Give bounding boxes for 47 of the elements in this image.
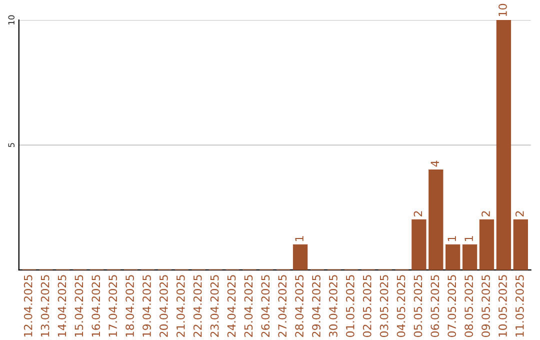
- data-label: 1: [464, 236, 473, 241]
- data-label: 4: [430, 160, 439, 167]
- x-tick-label: 10.05.2025: [498, 275, 507, 337]
- x-tick-label: 04.05.2025: [396, 275, 406, 338]
- x-tick-label: 15.04.2025: [74, 275, 84, 337]
- x-tick-label: 13.04.2025: [40, 275, 50, 337]
- x-tick-label: 05.05.2025: [414, 275, 422, 338]
- x-tick-label: 19.04.2025: [142, 275, 151, 337]
- x-tick-label: 21.04.2025: [176, 275, 185, 337]
- bar: [513, 219, 528, 270]
- x-tick-label: 07.05.2025: [448, 275, 456, 338]
- data-label: 2: [515, 211, 524, 216]
- y-tick-label: 5: [8, 143, 15, 148]
- x-tick-label: 02.05.2025: [362, 275, 372, 338]
- x-tick-label: 06.05.2025: [430, 275, 440, 338]
- x-tick-label: 24.04.2025: [227, 275, 236, 337]
- bar: [446, 244, 460, 270]
- x-tick-label: 28.04.2025: [295, 275, 304, 337]
- x-tick-label: 08.05.2025: [464, 275, 474, 338]
- x-tick-label: 25.04.2025: [244, 275, 253, 337]
- x-tick-label: 23.04.2025: [210, 275, 219, 337]
- data-label: 10: [498, 4, 507, 16]
- bar: [292, 244, 308, 270]
- x-tick-label: 27.04.2025: [278, 275, 287, 337]
- data-label: 2: [482, 211, 490, 216]
- bar: [412, 219, 426, 270]
- data-label: 1: [448, 236, 456, 241]
- data-label: 2: [414, 211, 422, 216]
- x-tick-label: 01.05.2025: [346, 275, 354, 338]
- data-label: 1: [295, 236, 304, 241]
- x-tick-label: 03.05.2025: [380, 275, 388, 338]
- x-tick-label: 12.04.2025: [24, 275, 32, 337]
- x-tick-label: 30.04.2025: [329, 275, 338, 337]
- bar: [479, 219, 494, 270]
- bar: [462, 244, 478, 270]
- x-tick-label: 14.04.2025: [58, 275, 66, 337]
- x-tick-label: 18.04.2025: [126, 275, 134, 337]
- x-tick-label: 09.05.2025: [482, 275, 490, 338]
- bar: [496, 20, 512, 270]
- x-tick-label: 29.04.2025: [312, 275, 320, 337]
- x-tick-label: 22.04.2025: [193, 275, 202, 337]
- x-tick-label: 20.04.2025: [160, 275, 168, 337]
- bar: [428, 169, 444, 270]
- x-tick-label: 17.04.2025: [108, 275, 118, 337]
- x-tick-label: 16.04.2025: [92, 275, 100, 337]
- x-tick-label: 11.05.2025: [515, 275, 524, 337]
- x-tick-label: 26.04.2025: [261, 275, 270, 337]
